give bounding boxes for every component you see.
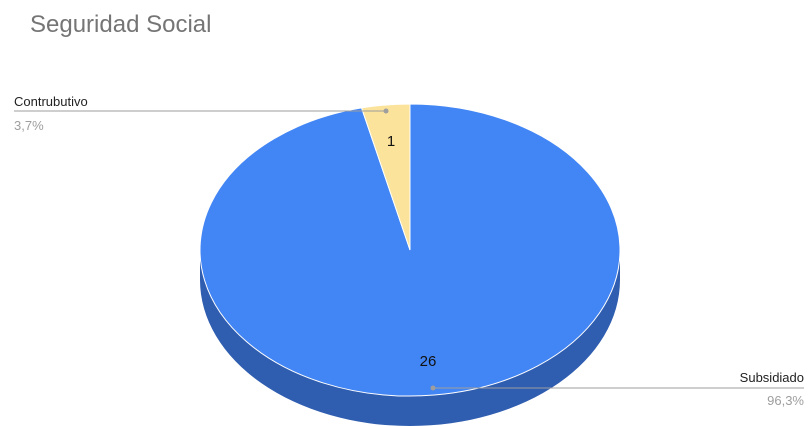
slice-side-subsidiado [200,250,620,426]
pie-3d-side [200,250,620,426]
legend-label-contrubutivo: Contrubutivo [14,94,88,109]
pie-top [199,103,621,397]
legend-percent-contrubutivo: 3,7% [14,118,44,133]
legend-percent-subsidiado: 96,3% [767,393,804,408]
legend-label-subsidiado: Subsidiado [740,370,804,385]
data-label-contrubutivo: 1 [387,133,395,150]
chart-title: Seguridad Social [30,11,211,38]
leader-subsidiado [430,385,804,391]
data-label-subsidiado: 26 [420,353,437,370]
leader-contrubutivo [14,108,389,114]
slice-contrubutivo[interactable] [360,103,411,251]
